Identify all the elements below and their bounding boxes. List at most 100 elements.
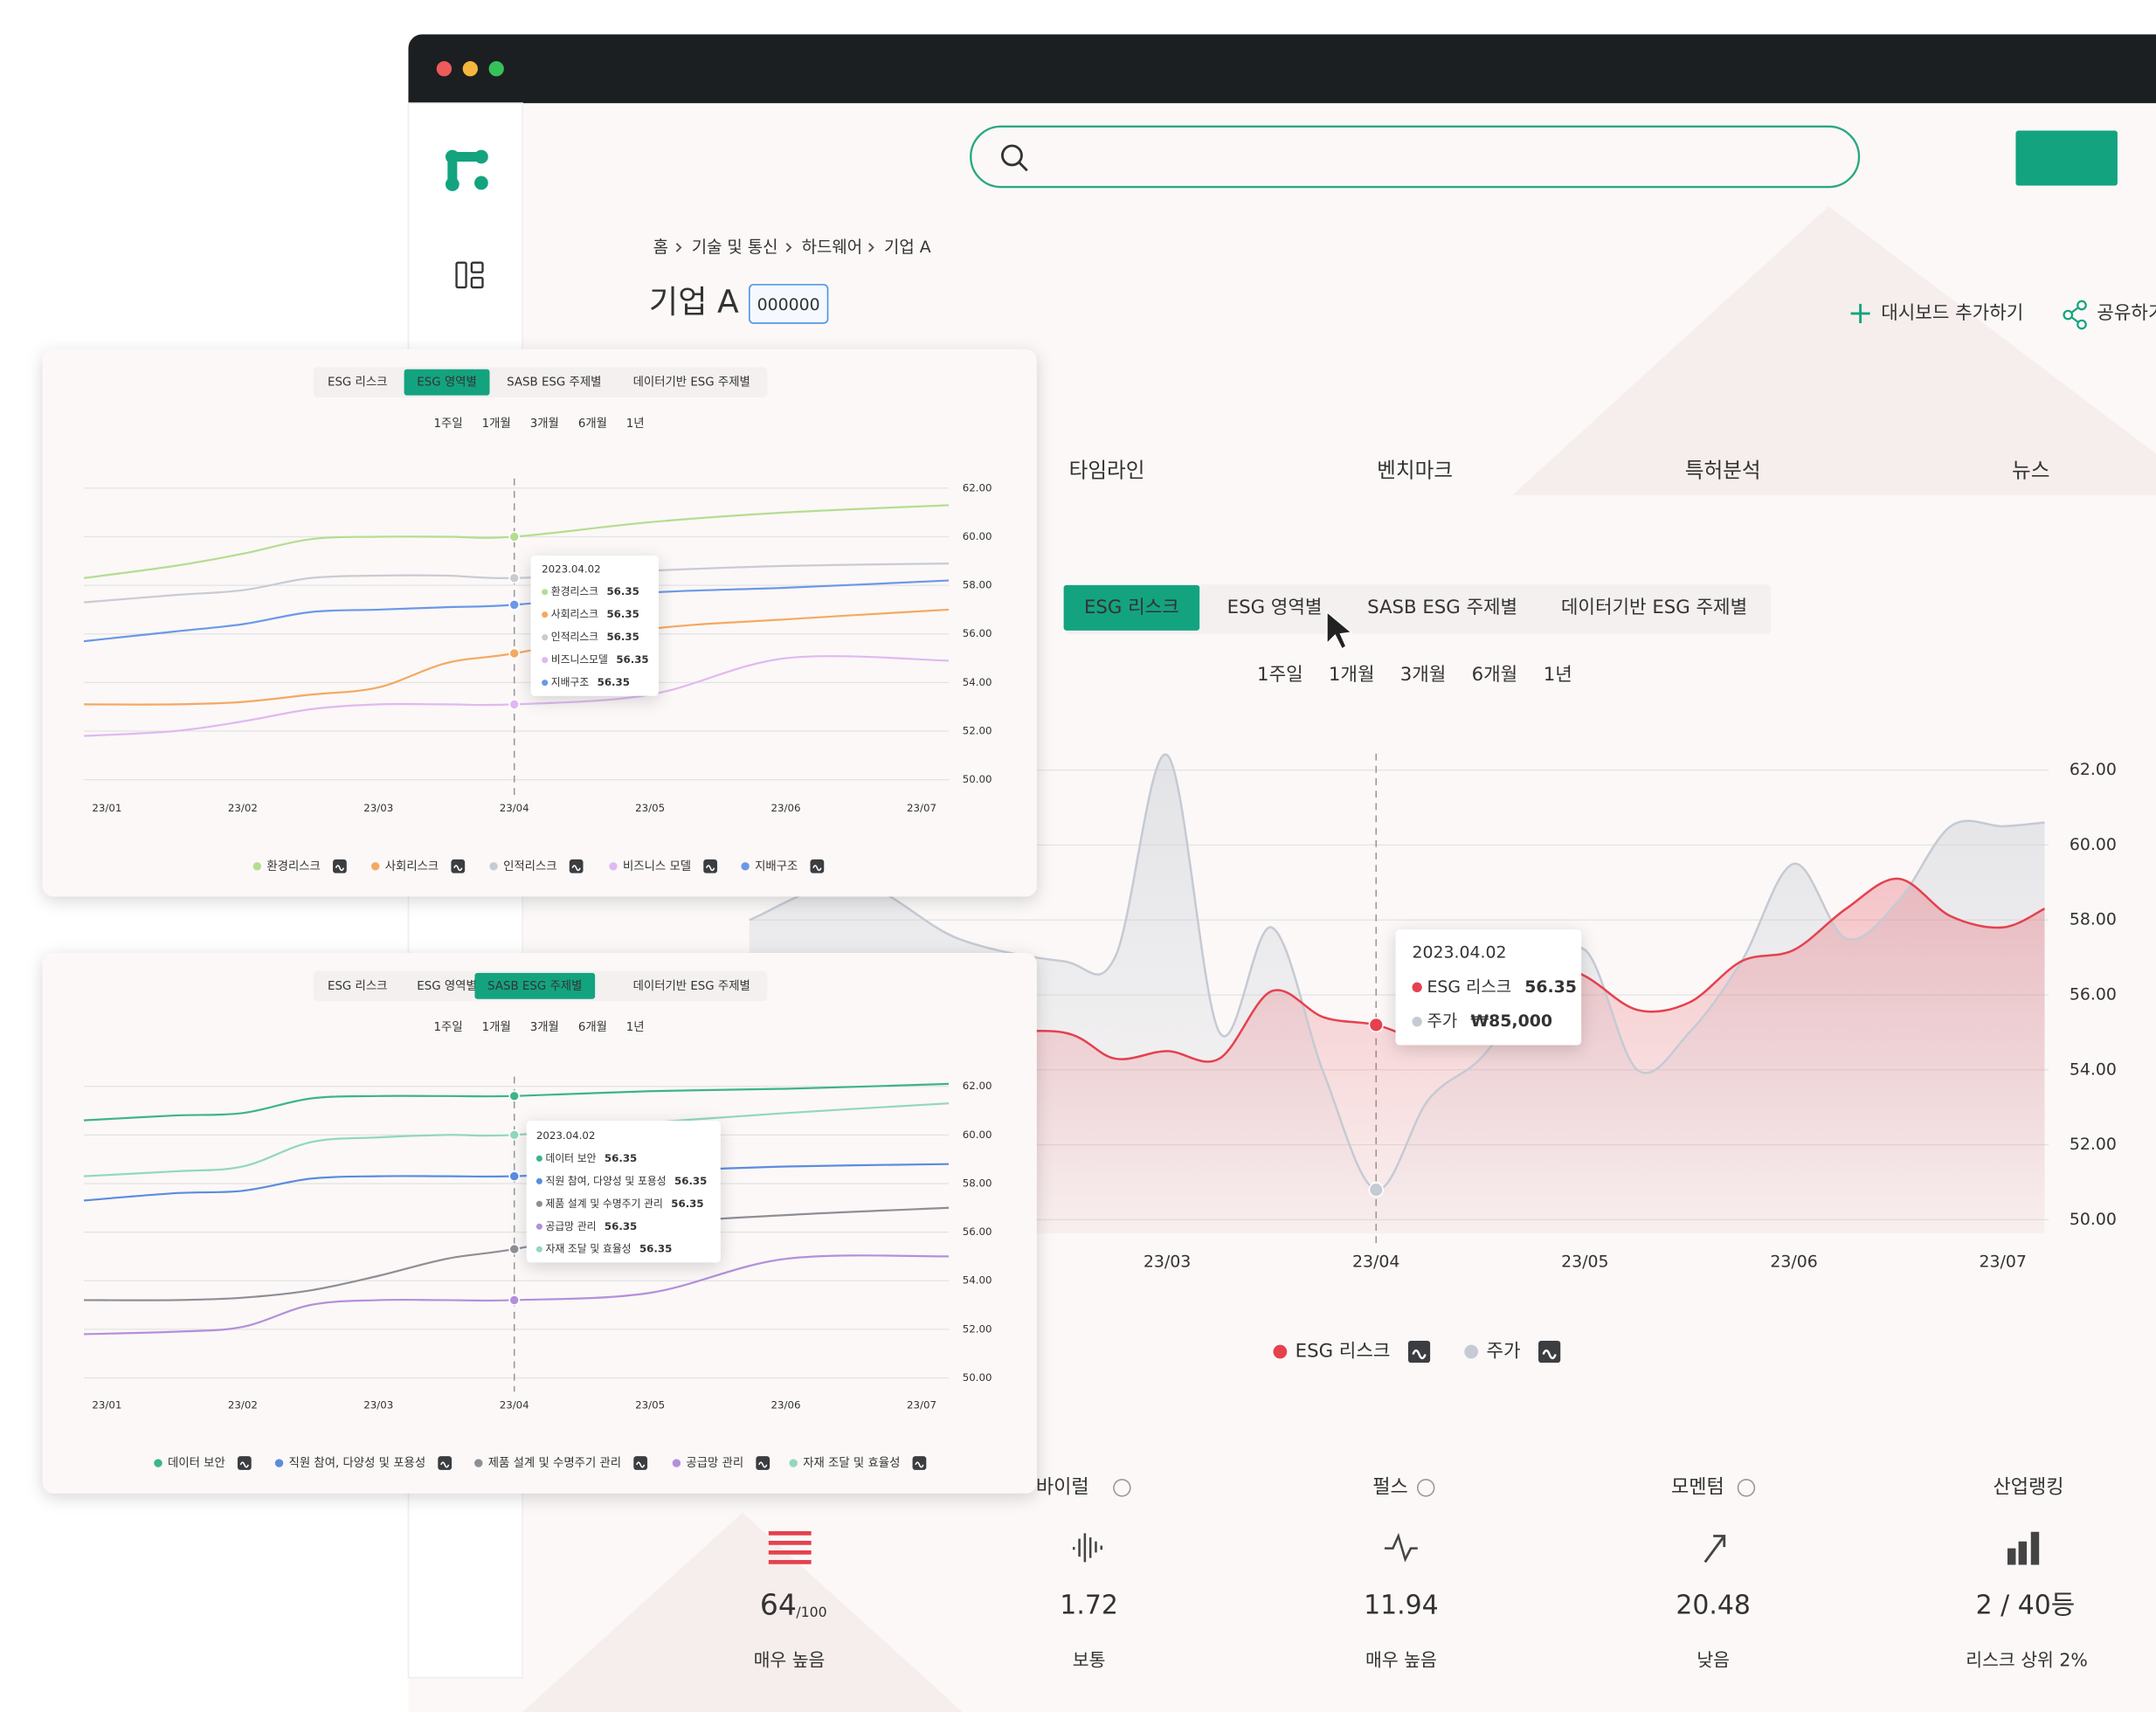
tooltip-label: 자재 조달 및 효율성 <box>545 1243 631 1255</box>
view-tab[interactable]: ESG 리스크 <box>328 376 387 390</box>
legend-label[interactable]: 직원 참여, 다양성 및 포용성 <box>289 1456 426 1470</box>
view-tab[interactable]: ESG 영역별 <box>1227 597 1323 618</box>
period[interactable]: 1년 <box>626 417 645 431</box>
window-close[interactable] <box>436 61 453 77</box>
share[interactable]: 공유하기 <box>2097 302 2156 324</box>
dashboard-icon[interactable] <box>455 261 484 289</box>
legend-toggle[interactable] <box>237 1456 252 1470</box>
window-minimize[interactable] <box>462 61 478 77</box>
view-tab[interactable]: SASB ESG 주제별 <box>487 979 582 993</box>
tooltip-title: 2023.04.02 <box>536 1129 596 1142</box>
period[interactable]: 3개월 <box>1400 664 1447 686</box>
view-tab[interactable]: ESG 영역별 <box>417 979 476 993</box>
legend-toggle[interactable] <box>438 1456 453 1470</box>
tooltip-value: 56.35 <box>674 1175 707 1187</box>
period[interactable]: 1년 <box>1544 664 1572 686</box>
x-tick-label: 23/02 <box>228 1398 258 1411</box>
legend-label[interactable]: 자재 조달 및 효율성 <box>803 1456 900 1470</box>
legend-label[interactable]: 환경리스크 <box>266 859 321 873</box>
legend-label[interactable]: 공급망 관리 <box>686 1456 743 1470</box>
period[interactable]: 1주일 <box>1257 664 1303 686</box>
period[interactable]: 3개월 <box>530 1020 559 1034</box>
tooltip-title: 2023.04.02 <box>1412 942 1506 962</box>
legend-swatch <box>672 1459 681 1467</box>
period[interactable]: 6개월 <box>578 1020 607 1034</box>
tab-active <box>1063 584 1200 631</box>
breadcrumb[interactable]: 하드웨어 <box>802 238 862 257</box>
period[interactable]: 6개월 <box>1472 664 1518 686</box>
legend-label[interactable]: 주가 <box>1486 1341 1520 1363</box>
legend-toggle[interactable] <box>756 1456 770 1470</box>
legend-label[interactable]: 비즈니스 모델 <box>623 859 691 873</box>
period[interactable]: 1주일 <box>434 1020 463 1034</box>
legend-toggle[interactable] <box>451 859 466 873</box>
view-tab[interactable]: 데이터기반 ESG 주제별 <box>1561 597 1747 618</box>
point-marker <box>508 599 520 611</box>
period[interactable]: 6개월 <box>578 417 607 431</box>
tab[interactable]: 타임라인 <box>1069 458 1145 482</box>
tooltip-label: 직원 참여, 다양성 및 포용성 <box>545 1175 666 1187</box>
legend-toggle[interactable] <box>810 859 825 873</box>
legend-swatch <box>274 1459 284 1467</box>
view-tab[interactable]: ESG 영역별 <box>417 376 476 390</box>
legend-label[interactable]: 인적리스크 <box>503 859 557 873</box>
legend-toggle[interactable] <box>912 1456 927 1470</box>
series-line <box>749 753 2045 1191</box>
legend-toggle-icon <box>758 1461 768 1468</box>
legend-label[interactable]: 제품 설계 및 수명주기 관리 <box>488 1456 621 1470</box>
period[interactable]: 1년 <box>626 1020 645 1034</box>
legend-swatch <box>789 1459 798 1467</box>
legend-toggle[interactable] <box>1538 1340 1561 1363</box>
period[interactable]: 3개월 <box>530 417 559 431</box>
x-tick-label: 23/05 <box>1561 1253 1608 1272</box>
legend-toggle[interactable] <box>703 859 718 873</box>
y-tick-label: 62.00 <box>2070 760 2117 779</box>
tab-active <box>404 369 490 396</box>
primary-button[interactable] <box>2015 130 2118 186</box>
tab[interactable]: 특허분석 <box>1685 458 1761 482</box>
metric-status: 매우 높음 <box>754 1650 826 1671</box>
breadcrumb[interactable]: 홈 <box>653 238 668 257</box>
tooltip-value: 56.35 <box>1524 977 1577 997</box>
legend-label[interactable]: 지배구조 <box>755 859 798 873</box>
legend-label[interactable]: 사회리스크 <box>385 859 439 873</box>
legend-label[interactable]: ESG 리스크 <box>1296 1341 1391 1363</box>
legend-toggle[interactable] <box>1407 1340 1431 1363</box>
tooltip-value: 56.35 <box>606 608 639 620</box>
period[interactable]: 1개월 <box>482 1020 511 1034</box>
search-box[interactable] <box>970 125 1861 189</box>
period[interactable]: 1개월 <box>1329 664 1375 686</box>
pulse-icon <box>1384 1532 1418 1563</box>
add-dashboard[interactable]: 대시보드 추가하기 <box>1881 302 2023 324</box>
add-icon <box>1850 303 1870 323</box>
legend-swatch <box>370 862 380 871</box>
tooltip-dot <box>536 1200 542 1207</box>
period[interactable]: 1주일 <box>434 417 463 431</box>
legend-toggle[interactable] <box>569 859 584 873</box>
view-tab[interactable]: 데이터기반 ESG 주제별 <box>633 376 750 390</box>
y-tick-label: 50.00 <box>963 773 992 785</box>
tab[interactable]: 뉴스 <box>2012 458 2049 482</box>
legend-toggle[interactable] <box>633 1456 648 1470</box>
breadcrumb[interactable]: 기술 및 통신 <box>692 238 778 257</box>
legend-toggle[interactable] <box>333 859 347 873</box>
legend-label[interactable]: 데이터 보안 <box>168 1456 225 1470</box>
area <box>749 878 2045 1234</box>
tab-active <box>474 972 596 999</box>
view-tab[interactable]: SASB ESG 주제별 <box>507 376 601 390</box>
window-maximize[interactable] <box>488 61 504 77</box>
y-tick-label: 54.00 <box>963 1274 992 1287</box>
help-icon[interactable] <box>1113 1479 1756 1497</box>
view-tab[interactable]: ESG 리스크 <box>328 979 387 993</box>
view-tab[interactable]: 데이터기반 ESG 주제별 <box>633 979 750 993</box>
view-tab[interactable]: ESG 리스크 <box>1084 597 1179 618</box>
period[interactable]: 1개월 <box>482 417 511 431</box>
legend-toggle-icon <box>812 865 822 872</box>
series-line <box>83 1082 950 1122</box>
metric-value: 64 <box>760 1587 797 1621</box>
tab[interactable]: 벤치마크 <box>1377 458 1453 482</box>
series-line <box>84 1206 950 1301</box>
tooltip <box>1395 929 1582 1046</box>
view-tab[interactable]: SASB ESG 주제별 <box>1367 597 1517 618</box>
tooltip-value: 56.35 <box>606 585 639 597</box>
